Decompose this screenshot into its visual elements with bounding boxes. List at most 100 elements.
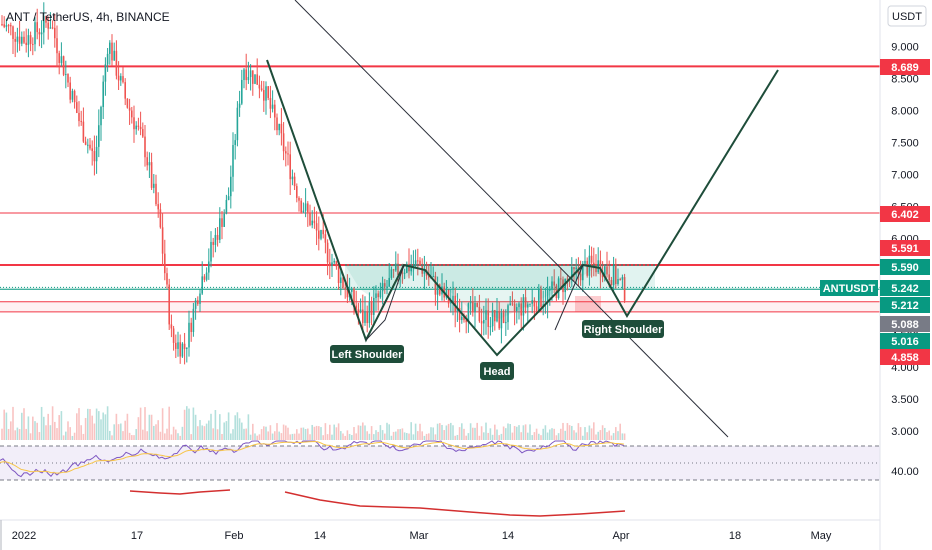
candle-body: [282, 133, 285, 152]
volume-bar: [516, 426, 518, 440]
candle-body: [177, 342, 179, 349]
candle-body: [139, 126, 142, 130]
volume-bar: [10, 421, 12, 440]
volume-bar: [588, 425, 591, 440]
volume-bar: [122, 431, 124, 440]
candle-body: [582, 263, 584, 281]
price-badge-label: 6.402: [891, 209, 919, 221]
volume-bar: [161, 408, 164, 440]
pattern-fill: [345, 264, 600, 319]
candle-body: [216, 234, 219, 240]
candle-body: [454, 295, 456, 312]
currency-button-label[interactable]: USDT: [892, 11, 922, 23]
volume-bar: [243, 428, 245, 440]
candle-body: [210, 241, 212, 262]
volume-bar: [439, 423, 441, 440]
candle-body: [109, 42, 111, 54]
volume-bar: [582, 435, 584, 440]
candle-body: [529, 303, 531, 305]
volume-bar: [370, 426, 373, 440]
volume-bar: [406, 433, 408, 440]
candle-body: [480, 321, 483, 324]
candle-body: [606, 266, 608, 275]
candle-body: [104, 64, 107, 82]
candle-body: [483, 319, 485, 324]
candle-body: [287, 153, 289, 155]
volume-bars: [1, 406, 626, 440]
volume-bar: [241, 422, 243, 440]
candle-body: [359, 309, 362, 312]
volume-bar: [29, 433, 32, 440]
volume-bar: [186, 406, 188, 440]
candle-body: [546, 289, 549, 303]
time-tick-label: Mar: [410, 530, 429, 542]
candle-body: [93, 151, 96, 162]
volume-bar: [597, 431, 599, 440]
volume-bar: [395, 431, 397, 440]
candle-body: [575, 267, 577, 270]
candle-body: [153, 183, 155, 188]
candle-body: [335, 260, 338, 267]
volume-bar: [485, 422, 487, 440]
candle-body: [135, 125, 137, 130]
candle-body: [238, 103, 241, 108]
candle-body: [117, 75, 120, 81]
candle-body: [315, 223, 318, 231]
candle-body: [201, 276, 203, 294]
volume-bar: [230, 433, 232, 440]
pattern-label-box: [582, 320, 664, 338]
volume-bar: [621, 433, 624, 440]
candle-body: [197, 300, 199, 304]
volume-bar: [430, 427, 432, 440]
volume-bar: [194, 414, 197, 440]
volume-bar: [423, 435, 426, 440]
candle-body: [56, 38, 58, 54]
volume-bar: [375, 430, 377, 440]
candle-body: [186, 347, 188, 349]
candle-body: [62, 56, 65, 75]
candle-body: [452, 295, 454, 303]
candle-body: [474, 303, 476, 313]
candle-body: [10, 25, 12, 27]
price-tick-label: 3.500: [891, 394, 919, 406]
volume-bar: [71, 435, 74, 440]
candle-body: [362, 309, 364, 323]
volume-bar: [469, 423, 472, 440]
volume-bar: [531, 435, 533, 440]
candle-body: [623, 277, 626, 301]
candle-body: [469, 301, 472, 304]
candle-body: [351, 288, 353, 292]
candle-body: [494, 310, 496, 322]
volume-bar: [111, 435, 113, 440]
volume-bar: [619, 423, 621, 440]
candle-body: [340, 277, 342, 284]
candle-body: [285, 151, 287, 154]
currency-button[interactable]: USDT: [887, 5, 927, 27]
candle-body: [461, 316, 463, 321]
time-tick-label: May: [811, 530, 832, 542]
volume-bar: [579, 427, 582, 440]
volume-bar: [447, 423, 450, 440]
volume-bar: [326, 434, 329, 440]
currency-button-frame[interactable]: [887, 5, 927, 27]
candle-body: [538, 288, 540, 312]
candle-body: [34, 22, 36, 45]
candle-body: [472, 301, 474, 313]
volume-bar: [192, 407, 195, 440]
candle-body: [194, 300, 197, 309]
candle-body: [179, 342, 181, 357]
volume-bar: [520, 432, 522, 440]
volume-bar: [58, 415, 60, 440]
volume-bar: [491, 434, 494, 440]
volume-bar: [252, 423, 254, 440]
volume-bar: [221, 433, 223, 440]
candle-body: [124, 82, 126, 99]
candle-body: [230, 176, 232, 197]
price-badge: [880, 349, 930, 365]
candle-body: [296, 186, 298, 198]
candle-body: [445, 289, 448, 298]
volume-bar: [109, 430, 111, 440]
candle-body: [243, 69, 245, 80]
